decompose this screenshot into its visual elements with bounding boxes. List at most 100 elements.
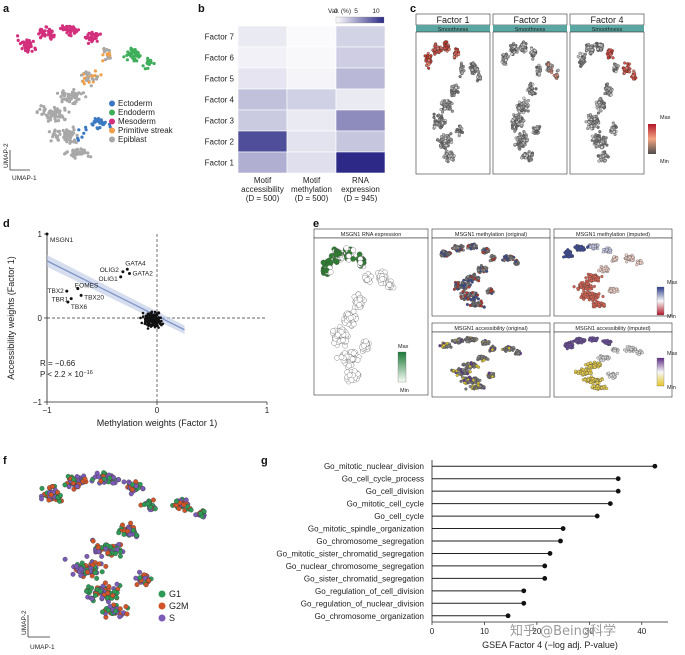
- panel-e-cell-dot: [614, 287, 619, 291]
- panel-a-cell-dot: [91, 80, 95, 84]
- panel-e-cell-dot: [613, 257, 617, 261]
- panel-a-cell-dot: [16, 34, 20, 38]
- panel-a-cell-dot: [82, 131, 86, 135]
- panel-f-cell-dot: [46, 497, 52, 503]
- panel-c-cell-dot: [588, 51, 592, 55]
- panel-e-legend-min-2: Min: [667, 314, 676, 320]
- panel-e-cell-dot: [472, 273, 476, 277]
- panel-a-cell-dot: [63, 118, 67, 122]
- panel-e-cell-dot: [464, 387, 468, 391]
- scatter-point-labeled: [128, 271, 131, 275]
- panel-c-cell-dot: [609, 93, 613, 97]
- panel-a-cell-dot: [77, 128, 81, 132]
- panel-c-cell-dot: [510, 124, 515, 128]
- panel-c-cell-dot: [605, 89, 609, 93]
- legend-label: Ectoderm: [118, 99, 153, 108]
- panel-c-cell-dot: [450, 94, 454, 98]
- panel-e-cell-dot: [612, 255, 616, 259]
- panel-e-cell-dot: [584, 286, 589, 291]
- panel-a-cell-dot: [102, 46, 106, 51]
- panel-c-cell-dot: [458, 75, 462, 79]
- panel-a-cell-dot: [60, 100, 64, 104]
- panel-c-cell-dot: [451, 84, 455, 88]
- panel-e-cell-dot: [327, 269, 334, 275]
- panel-c-cell-dot: [446, 102, 450, 106]
- x-axis-label: Methylation weights (Factor 1): [97, 418, 218, 428]
- panel-f-cell-dot: [39, 496, 44, 502]
- panel-e-cell-dot: [593, 365, 597, 369]
- panel-a-cell-dot: [31, 39, 35, 44]
- panel-e-cell-dot: [461, 244, 465, 249]
- scatter-point: [141, 311, 145, 315]
- panel-e-cell-dot: [330, 328, 336, 334]
- panel-a-cell-dot: [53, 114, 57, 118]
- panel-c-cell-dot: [433, 119, 437, 123]
- scatter-point: [143, 320, 147, 324]
- panel-c-legend-max: Max: [660, 115, 671, 121]
- panel-a-cell-dot: [42, 105, 46, 109]
- panel-a-cell-dot: [67, 129, 71, 133]
- heatmap-col-label: RNA expression (D = 945): [341, 176, 380, 203]
- panel-a-cell-dot: [107, 48, 111, 53]
- point-label: MSGN1: [50, 237, 74, 244]
- panel-a-cell-dot: [79, 73, 84, 77]
- panel-c-cell-dot: [592, 137, 596, 141]
- panel-a-cell-dot: [53, 128, 57, 132]
- heatmap-cell: [335, 25, 386, 48]
- heatmap-col-label-line: expression: [341, 185, 380, 194]
- panel-a-cell-dot: [84, 128, 88, 132]
- panel-c-cell-dot: [623, 61, 627, 65]
- panel-c-cell-dot: [458, 125, 462, 129]
- panel-c-cell-dot: [449, 140, 454, 145]
- panel-e-cell-dot: [338, 328, 345, 335]
- panel-c-cell-dot: [441, 110, 445, 114]
- facet-frame: [431, 331, 551, 398]
- panel-c-cell-dot: [448, 107, 452, 111]
- point-label: TBR1: [52, 297, 69, 304]
- facet-title: Factor 3: [513, 15, 546, 25]
- heatmap-cell: [335, 88, 386, 111]
- panel-a-cell-dot: [26, 48, 30, 52]
- panel-c-cell-dot: [443, 46, 447, 51]
- panel-a-cell-dot: [71, 125, 75, 129]
- panel-a-cell-dot: [48, 116, 52, 120]
- panel-c-cell-dot: [614, 70, 618, 74]
- scatter-point: [145, 316, 148, 320]
- legend-swatch: [109, 109, 115, 116]
- panel-c-cell-dot: [522, 119, 526, 123]
- panel-a-cell-dot: [122, 55, 126, 59]
- panel-c-cell-dot: [594, 145, 598, 149]
- panel-c-cell-dot: [523, 153, 527, 157]
- panel-a-cell-dot: [63, 152, 67, 156]
- panel-c-cell-dot: [596, 107, 600, 111]
- heatmap-cell: [237, 130, 288, 153]
- panel-d-letter: d: [3, 218, 10, 230]
- panel-a-cell-dot: [42, 111, 46, 115]
- panel-e-cell-dot: [635, 263, 639, 267]
- panel-c-cell-dot: [599, 47, 603, 51]
- panel-a-cell-dot: [86, 151, 90, 155]
- heatmap-row-label: Factor 7: [205, 33, 235, 42]
- panel-e-cell-dot: [586, 295, 590, 299]
- panel-c-cell-dot: [518, 132, 522, 136]
- facet-title: Factor 1: [436, 15, 469, 25]
- panel-a-cell-dot: [95, 75, 99, 79]
- panel-c-cell-dot: [514, 113, 518, 117]
- panel-c-cell-dot: [529, 82, 533, 86]
- panel-e-cell-dot: [581, 368, 585, 372]
- scatter-point: [155, 318, 159, 322]
- panel-e-cell-dot: [457, 370, 461, 374]
- panel-e-cell-dot: [575, 339, 579, 343]
- panel-c-cell-dot: [504, 58, 508, 62]
- heatmap-col-label-line: (D = 500): [246, 194, 280, 203]
- panel-a-cell-dot: [47, 111, 51, 115]
- panel-c-cell-dot: [447, 47, 451, 51]
- legend-swatch: [109, 127, 115, 134]
- panel-c-cell-dot: [580, 52, 585, 56]
- panel-a-cell-dot: [60, 24, 65, 28]
- smoothness-label: Smoothness: [515, 27, 546, 33]
- panel-c-cell-dot: [528, 156, 532, 160]
- x-tick-label: −1: [42, 406, 52, 415]
- panel-c-cell-dot: [537, 72, 541, 76]
- panel-a-cell-dot: [69, 29, 73, 33]
